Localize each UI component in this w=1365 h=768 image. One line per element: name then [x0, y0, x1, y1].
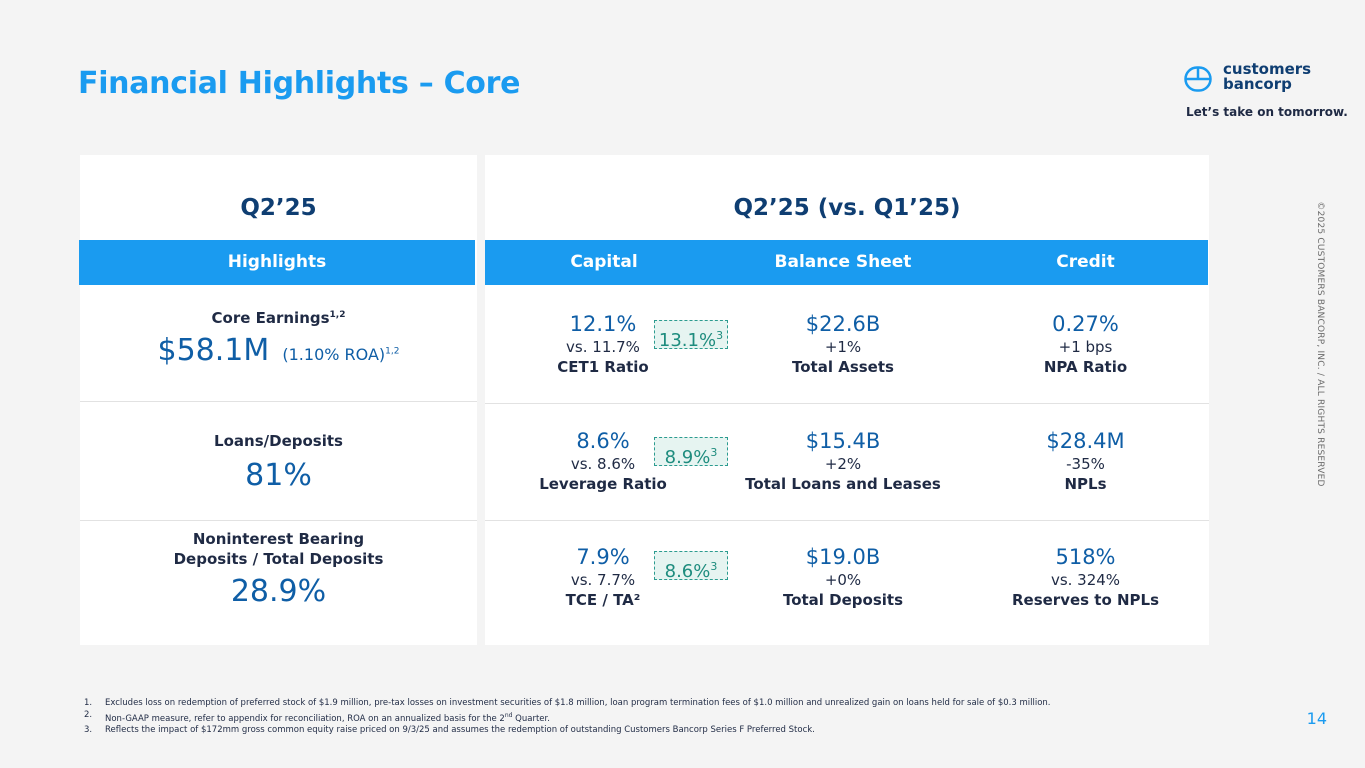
quarter-comparison-panel: Q2’25 (vs. Q1’25) Capital Balance Sheet … — [485, 155, 1209, 645]
cet1-value: 12.1% — [569, 312, 637, 336]
comparison-heading: Q2’25 (vs. Q1’25) — [733, 195, 961, 221]
nib-deposits-block: Noninterest Bearing Deposits / Total Dep… — [80, 529, 477, 611]
tagline: Let’s take on tomorrow. — [1186, 105, 1348, 119]
highlights-bar: Highlights — [79, 240, 475, 285]
tce-value: 7.9% — [576, 545, 630, 569]
column-header-capital: Capital — [570, 252, 638, 272]
total-deposits-label: Total Deposits — [782, 591, 904, 609]
row-divider — [485, 403, 1209, 404]
footnote-2: 2. Non-GAAP measure, refer to appendix fo… — [84, 709, 550, 724]
leverage-compare: vs. 8.6% — [570, 455, 636, 473]
loans-deposits-block: Loans/Deposits 81% — [80, 431, 477, 495]
core-earnings-block: Core Earnings1,2 $58.1M (1.10% ROA)1,2 — [80, 305, 477, 370]
nib-label-line-1: Noninterest Bearing — [192, 530, 365, 548]
total-assets-value: $22.6B — [805, 312, 881, 336]
npa-ratio-label: NPA Ratio — [1043, 358, 1128, 376]
leverage-pro-forma-badge: 8.9%3 — [654, 437, 728, 468]
column-header-credit: Credit — [1056, 252, 1115, 272]
core-earnings-value-line: $58.1M (1.10% ROA)1,2 — [80, 332, 477, 370]
total-loans-block: $15.4B +2% Total Loans and Leases — [723, 428, 963, 494]
npa-ratio-block: 0.27% +1 bps NPA Ratio — [963, 311, 1208, 377]
highlights-bar-label: Highlights — [227, 252, 327, 272]
copyright-notice: ©2025 CUSTOMERS BANCORP, INC. / ALL RIGH… — [1315, 201, 1325, 487]
page-number: 14 — [1306, 709, 1327, 728]
leverage-block: 8.6% vs. 8.6% Leverage Ratio — [537, 428, 669, 494]
logo-wordmark: customers bancorp — [1223, 62, 1333, 92]
core-earnings-label: Core Earnings1,2 — [211, 309, 346, 327]
row-divider — [80, 520, 477, 521]
tce-label: TCE / TA² — [565, 591, 641, 609]
reserves-label: Reserves to NPLs — [1011, 591, 1160, 609]
total-loans-value: $15.4B — [805, 429, 881, 453]
cet1-label: CET1 Ratio — [557, 358, 649, 376]
reserves-value: 518% — [1055, 545, 1116, 569]
comparison-bar: Capital Balance Sheet Credit — [485, 240, 1208, 285]
total-assets-label: Total Assets — [792, 358, 894, 376]
total-deposits-compare: +0% — [824, 571, 862, 589]
total-assets-compare: +1% — [824, 338, 862, 356]
footnote-1: 1. Excludes loss on redemption of preferr… — [84, 698, 1051, 708]
nib-label-line-2: Deposits / Total Deposits — [173, 550, 384, 568]
highlights-heading: Q2’25 — [240, 195, 317, 221]
loans-deposits-label: Loans/Deposits — [214, 432, 343, 450]
npls-value: $28.4M — [1046, 429, 1125, 453]
roa-value: (1.10% ROA)1,2 — [282, 345, 400, 364]
tce-compare: vs. 7.7% — [570, 571, 636, 589]
cet1-block: 12.1% vs. 11.7% CET1 Ratio — [537, 311, 669, 377]
logo-line-2: bancorp — [1223, 75, 1292, 93]
total-deposits-value: $19.0B — [805, 545, 881, 569]
total-deposits-block: $19.0B +0% Total Deposits — [723, 544, 963, 610]
total-loans-label: Total Loans and Leases — [745, 475, 941, 493]
tce-pro-forma-badge: 8.6%3 — [654, 551, 728, 582]
total-assets-block: $22.6B +1% Total Assets — [723, 311, 963, 377]
column-header-balance-sheet: Balance Sheet — [774, 252, 912, 272]
reserves-compare: vs. 324% — [1050, 571, 1121, 589]
page-title: Financial Highlights – Core — [78, 66, 521, 101]
cet1-pro-forma-badge: 13.1%3 — [654, 320, 728, 351]
loans-deposits-value: 81% — [245, 458, 312, 493]
npa-ratio-value: 0.27% — [1052, 312, 1119, 336]
npls-block: $28.4M -35% NPLs — [963, 428, 1208, 494]
core-earnings-value: $58.1M — [157, 333, 270, 368]
tce-block: 7.9% vs. 7.7% TCE / TA² — [537, 544, 669, 610]
footnote-3: 3. Reflects the impact of $172mm gross co… — [84, 724, 815, 735]
leverage-value: 8.6% — [576, 429, 630, 453]
row-divider — [80, 401, 477, 402]
logo-line-1: customers — [1223, 60, 1312, 78]
cet1-compare: vs. 11.7% — [566, 338, 640, 356]
highlights-panel: Q2’25 Highlights Core Earnings1,2 $58.1M… — [79, 155, 477, 645]
npa-ratio-compare: +1 bps — [1058, 338, 1113, 356]
total-loans-compare: +2% — [824, 455, 862, 473]
logo-mark-icon — [1184, 66, 1212, 92]
npls-compare: -35% — [1066, 455, 1105, 473]
reserves-block: 518% vs. 324% Reserves to NPLs — [963, 544, 1208, 610]
leverage-label: Leverage Ratio — [539, 475, 667, 493]
npls-label: NPLs — [1064, 475, 1107, 493]
nib-deposits-value: 28.9% — [230, 574, 327, 609]
row-divider — [485, 520, 1209, 521]
footnotes: 1. Excludes loss on redemption of preferr… — [84, 698, 1284, 736]
